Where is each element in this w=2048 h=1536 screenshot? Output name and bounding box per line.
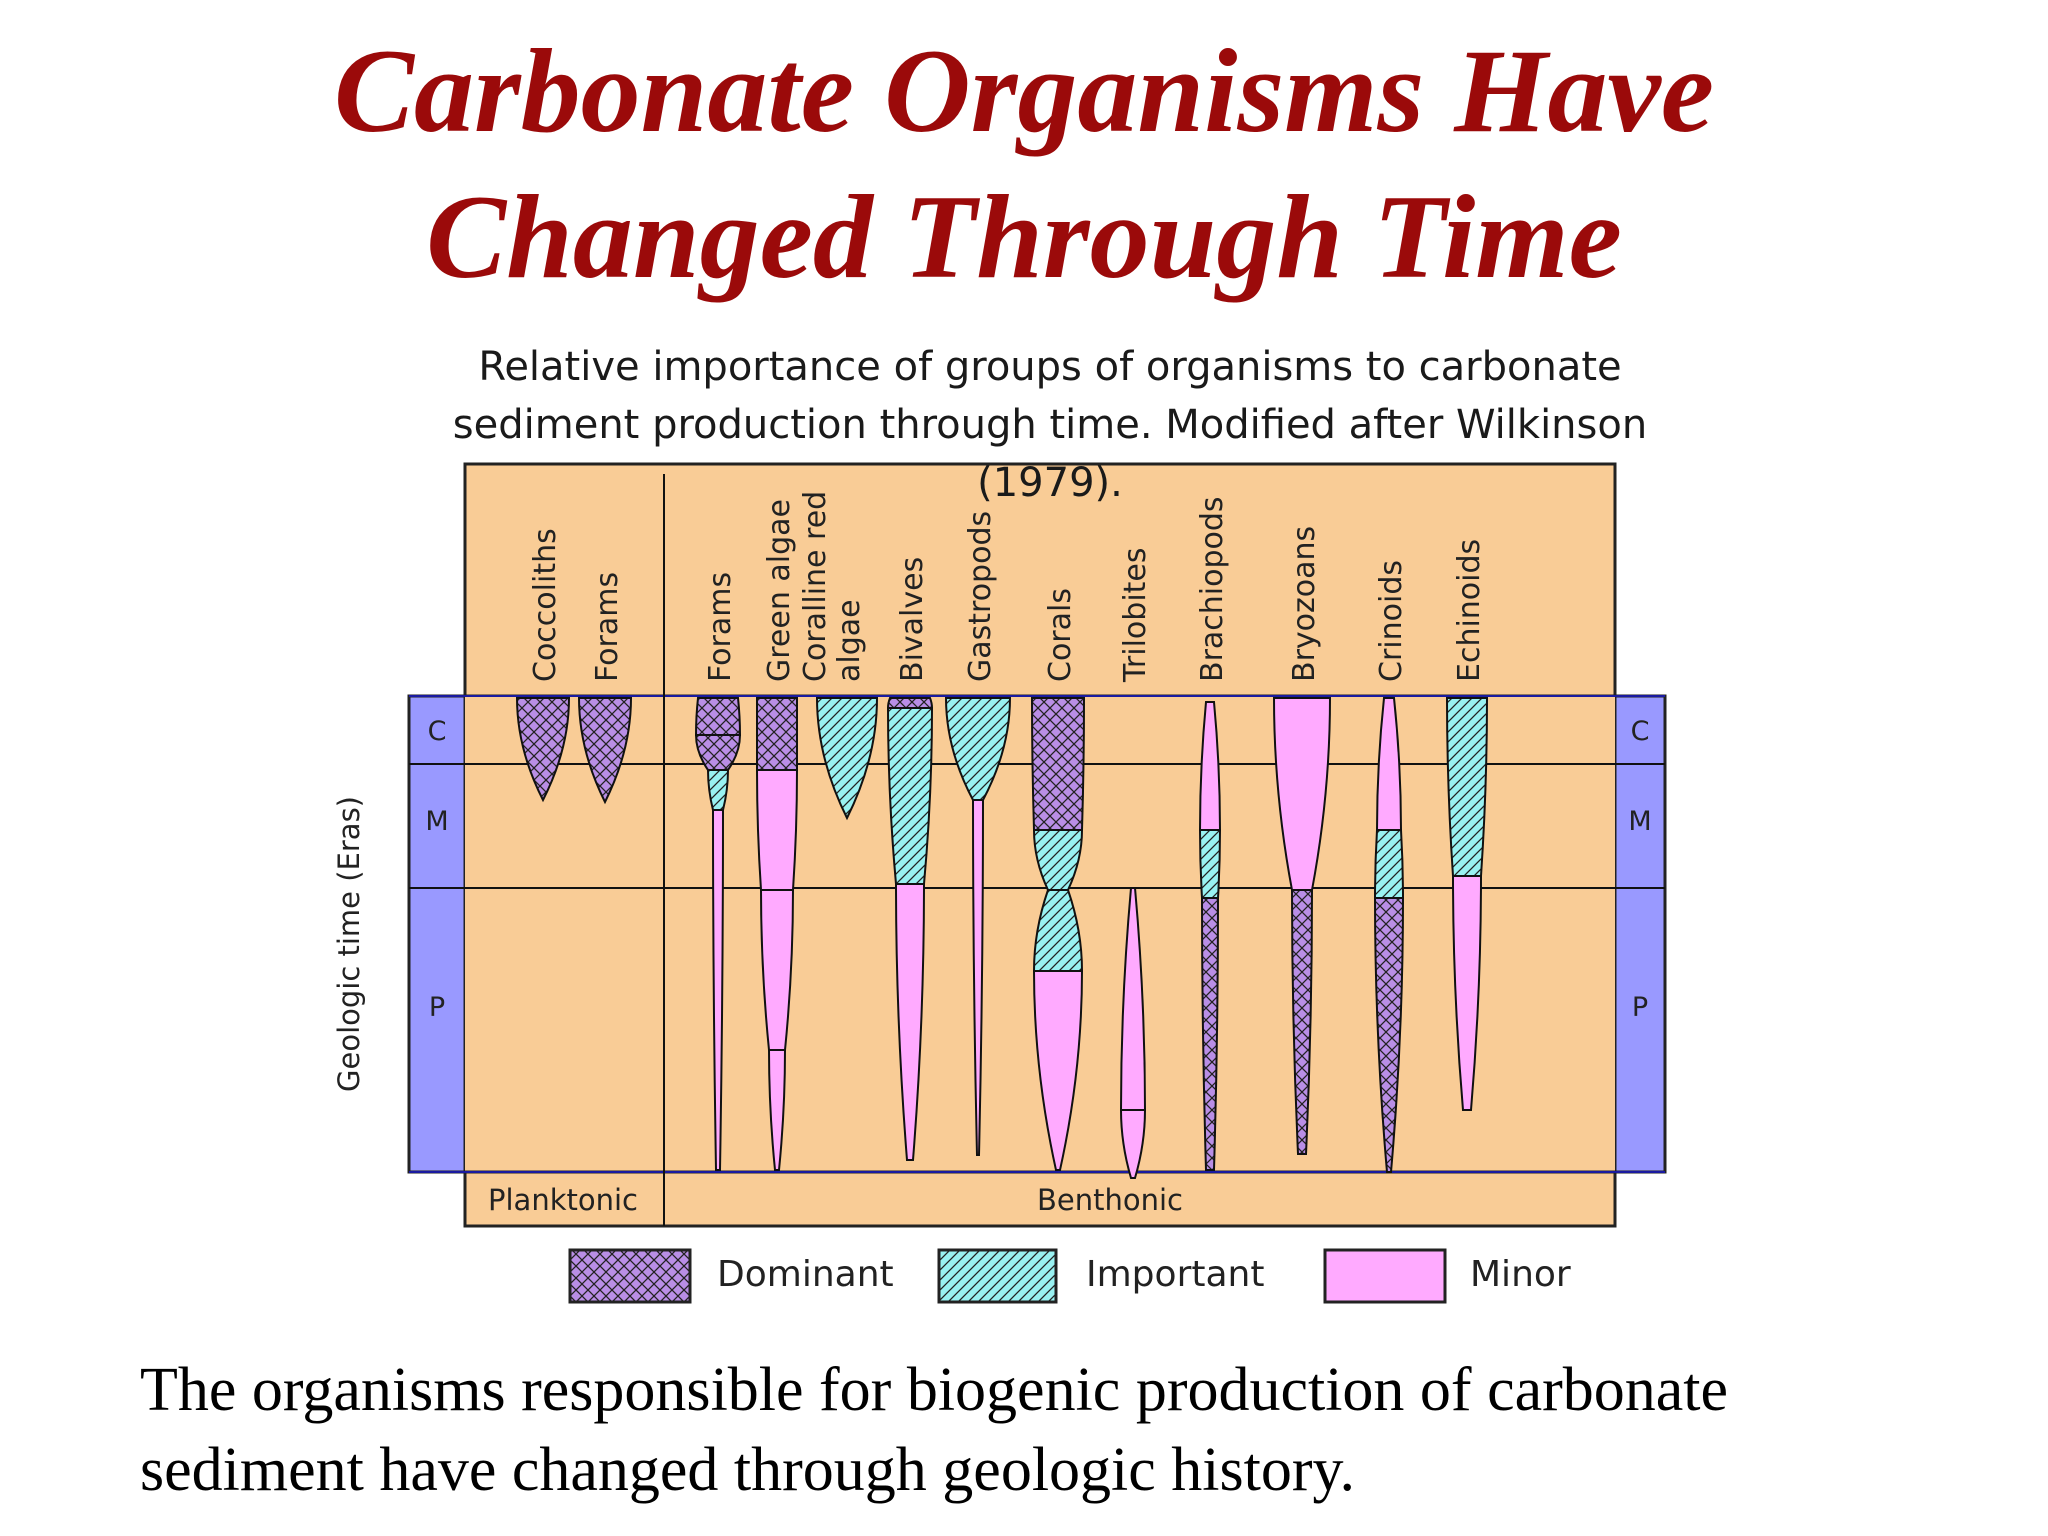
group-label-benthonic: Benthonic [1037, 1183, 1183, 1217]
legend-label-dominant: Dominant [717, 1254, 894, 1295]
organism-range-figure: Coccoliths Forams Forams Green algae Coralli… [300, 330, 1700, 1330]
column-label-crinoids: Crinoids [1374, 560, 1409, 682]
column-label-trilobites: Trilobites [1118, 547, 1153, 683]
legend-swatch-dominant [568, 1248, 692, 1304]
range-benthonic-forams-1 [694, 697, 742, 736]
range-trilobites-2 [1119, 1109, 1147, 1179]
range-diagram: Coccoliths Forams Forams Green algae Coralli… [332, 462, 1667, 1304]
range-bivalves-3 [894, 883, 926, 1161]
legend-swatch-minor [1323, 1248, 1447, 1304]
era-label-right-m: M [1628, 806, 1651, 837]
column-label-corals: Corals [1043, 588, 1078, 682]
range-green-algae-4 [767, 1049, 787, 1171]
era-label-right-p: P [1632, 992, 1648, 1023]
legend-label-minor: Minor [1470, 1254, 1571, 1295]
range-coralline-red-algae [815, 697, 879, 821]
era-bar-left [407, 694, 467, 1174]
range-crinoids-3 [1373, 897, 1405, 1173]
range-brachiopods-3 [1200, 897, 1220, 1171]
footer-panel [463, 1170, 1617, 1228]
column-label-echinoids: Echinoids [1452, 539, 1487, 682]
legend-swatch-important [937, 1248, 1058, 1304]
slide-title: Carbonate Organisms Have Changed Through… [0, 18, 2048, 310]
range-benthonic-forams-4 [711, 809, 725, 1171]
caption-line-2: sediment production through time. Modifi… [452, 402, 1648, 506]
column-label-coccoliths: Coccoliths [528, 528, 563, 682]
body-line-1: The organisms responsible for biogenic p… [140, 1356, 1729, 1424]
column-label-gastropods: Gastropods [963, 511, 998, 682]
column-label-coralline-red-algae-line-1: Coralline red [798, 491, 833, 682]
range-corals-1 [1030, 697, 1086, 831]
era-label-left-c: C [428, 716, 447, 747]
title-line-2: Changed Through Time [426, 170, 1622, 303]
range-bivalves-1 [886, 697, 934, 709]
y-axis-label: Geologic time (Eras) [332, 796, 366, 1092]
range-benthonic-forams-3 [706, 769, 730, 811]
group-label-planktonic: Planktonic [488, 1183, 638, 1217]
column-label-green-algae: Green algae [762, 499, 797, 682]
legend-label-important: Important [1086, 1254, 1264, 1295]
range-crinoids-2 [1373, 829, 1405, 899]
body-text: The organisms responsible for biogenic p… [140, 1350, 2000, 1510]
column-label-forams: Forams [590, 572, 625, 682]
column-label-forams: Forams [703, 572, 738, 682]
era-label-left-m: M [425, 806, 448, 837]
range-planktonic-forams [577, 697, 633, 805]
column-label-coralline-red-algae-line-2: algae [832, 599, 867, 682]
era-label-left-p: P [429, 992, 445, 1023]
body-line-2: sediment have changed through geologic h… [140, 1436, 1355, 1504]
range-bivalves-2 [886, 707, 934, 885]
range-echinoids-1 [1445, 697, 1489, 877]
range-gastropods-2 [971, 799, 985, 1156]
range-corals-4 [1032, 970, 1084, 1171]
title-line-1: Carbonate Organisms Have [333, 24, 1715, 157]
figure-caption: Relative importance of groups of organis… [400, 338, 1700, 512]
era-label-right-c: C [1631, 716, 1650, 747]
column-label-bryozoans: Bryozoans [1287, 526, 1322, 682]
era-bar-right [1613, 694, 1667, 1174]
range-green-algae-3 [759, 889, 795, 1051]
range-green-algae-1 [755, 697, 798, 771]
header-panel [463, 462, 1617, 698]
column-label-brachiopods: Brachiopods [1195, 496, 1230, 682]
caption-line-1: Relative importance of groups of organis… [478, 344, 1622, 390]
range-bryozoans-2 [1290, 889, 1314, 1155]
range-green-algae-2 [755, 769, 799, 891]
range-coccoliths [515, 697, 571, 803]
column-label-bivalves: Bivalves [895, 557, 930, 682]
range-brachiopods-2 [1198, 829, 1222, 899]
range-echinoids-2 [1451, 875, 1483, 1111]
